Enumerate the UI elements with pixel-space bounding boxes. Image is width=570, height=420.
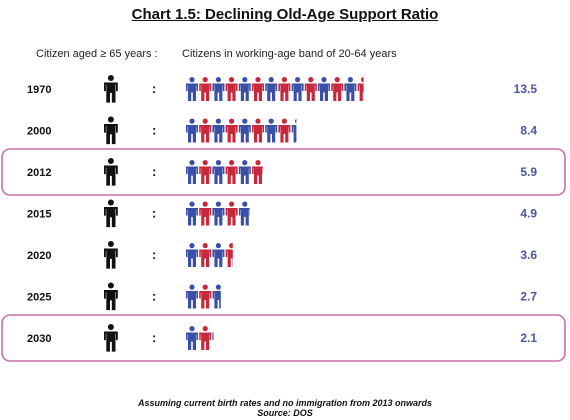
worker-person-icon (199, 77, 212, 101)
worker-person-icon (186, 284, 198, 309)
worker-person-icon (238, 118, 251, 143)
worker-person-icon (199, 326, 212, 350)
worker-person-icon (199, 284, 212, 309)
worker-person-icon (199, 243, 212, 267)
worker-person-icon (357, 77, 364, 101)
row-separator: : (152, 206, 156, 221)
worker-person-icon (331, 77, 344, 101)
worker-person-icon (186, 160, 198, 184)
worker-person-icon (199, 201, 212, 226)
year-label: 2020 (27, 250, 51, 262)
elderly-person-icon (104, 241, 118, 269)
worker-person-icon (199, 118, 212, 143)
worker-person-icon (225, 77, 238, 101)
year-label: 2030 (27, 333, 51, 345)
worker-person-icon (238, 160, 251, 184)
ratio-value-label: 3.6 (520, 248, 537, 262)
row-separator: : (152, 247, 156, 262)
worker-person-icon (225, 201, 238, 226)
worker-person-icon (186, 243, 198, 267)
year-label: 1970 (27, 84, 51, 96)
ratio-value-label: 4.9 (520, 207, 537, 221)
worker-person-icon (265, 77, 278, 101)
worker-person-icon (291, 77, 304, 101)
elderly-person-icon (104, 75, 118, 103)
elderly-person-icon (104, 116, 118, 145)
row-2015: 2015: 4.9 (27, 199, 537, 228)
worker-person-icon (317, 77, 330, 101)
worker-person-icon (265, 118, 278, 143)
worker-person-icon (212, 160, 225, 184)
highlight-box-2030 (1, 314, 566, 362)
worker-person-icon (304, 77, 317, 101)
worker-person-icon (251, 118, 264, 143)
ratio-value-label: 2.7 (520, 290, 537, 304)
worker-person-icon (186, 326, 198, 350)
worker-person-icon (238, 201, 250, 226)
worker-person-icon (186, 77, 198, 101)
chart-title: Chart 1.5: Declining Old-Age Support Rat… (131, 6, 439, 23)
elderly-person-icon (104, 199, 118, 228)
row-separator: : (152, 123, 156, 138)
footnote: Assuming current birth rates and no immi… (137, 398, 433, 408)
row-separator: : (152, 164, 156, 179)
worker-person-icon (251, 77, 264, 101)
source-note: Source: DOS (257, 408, 313, 418)
row-2030: 2030: 2.1 (1, 314, 566, 362)
worker-person-icon (199, 160, 212, 184)
worker-person-icon (278, 77, 291, 101)
worker-person-icon (225, 243, 233, 267)
worker-person-icon (186, 201, 198, 226)
ratio-value-label: 2.1 (520, 331, 537, 345)
worker-person-icon (212, 118, 225, 143)
worker-person-icon (212, 77, 225, 101)
worker-person-icon (344, 77, 357, 101)
worker-person-icon (212, 243, 225, 267)
ratio-value-label: 8.4 (520, 124, 537, 138)
row-1970: 1970: 13.5 (27, 75, 537, 103)
worker-person-icon (186, 118, 198, 143)
worker-person-icon (212, 332, 214, 340)
worker-person-icon (238, 77, 251, 101)
row-2025: 2025: 2.7 (27, 282, 537, 311)
year-label: 2000 (27, 126, 51, 138)
worker-person-icon (225, 118, 238, 143)
worker-person-icon (291, 118, 297, 143)
year-label: 2012 (27, 167, 51, 179)
elderly-person-icon (104, 324, 118, 352)
year-label: 2025 (27, 292, 51, 304)
row-separator: : (152, 81, 156, 96)
elderly-person-icon (104, 282, 118, 311)
elderly-column-header: Citizen aged ≥ 65 years : (36, 48, 158, 60)
ratio-value-label: 13.5 (514, 82, 538, 96)
row-separator: : (152, 330, 156, 345)
worker-person-icon (212, 284, 221, 309)
elderly-person-icon (104, 158, 118, 186)
row-2012: 2012: 5.9 (1, 148, 566, 196)
row-separator: : (152, 289, 156, 304)
year-label: 2015 (27, 209, 51, 221)
row-2020: 2020: 3.6 (27, 241, 537, 269)
highlight-box-2012 (1, 148, 566, 196)
worker-person-icon (212, 201, 225, 226)
worker-person-icon (278, 118, 291, 143)
workers-column-header: Citizens in working-age band of 20-64 ye… (182, 48, 397, 60)
worker-person-icon (252, 160, 263, 184)
ratio-value-label: 5.9 (520, 165, 537, 179)
row-2000: 2000: 8.4 (27, 116, 537, 145)
worker-person-icon (225, 160, 238, 184)
